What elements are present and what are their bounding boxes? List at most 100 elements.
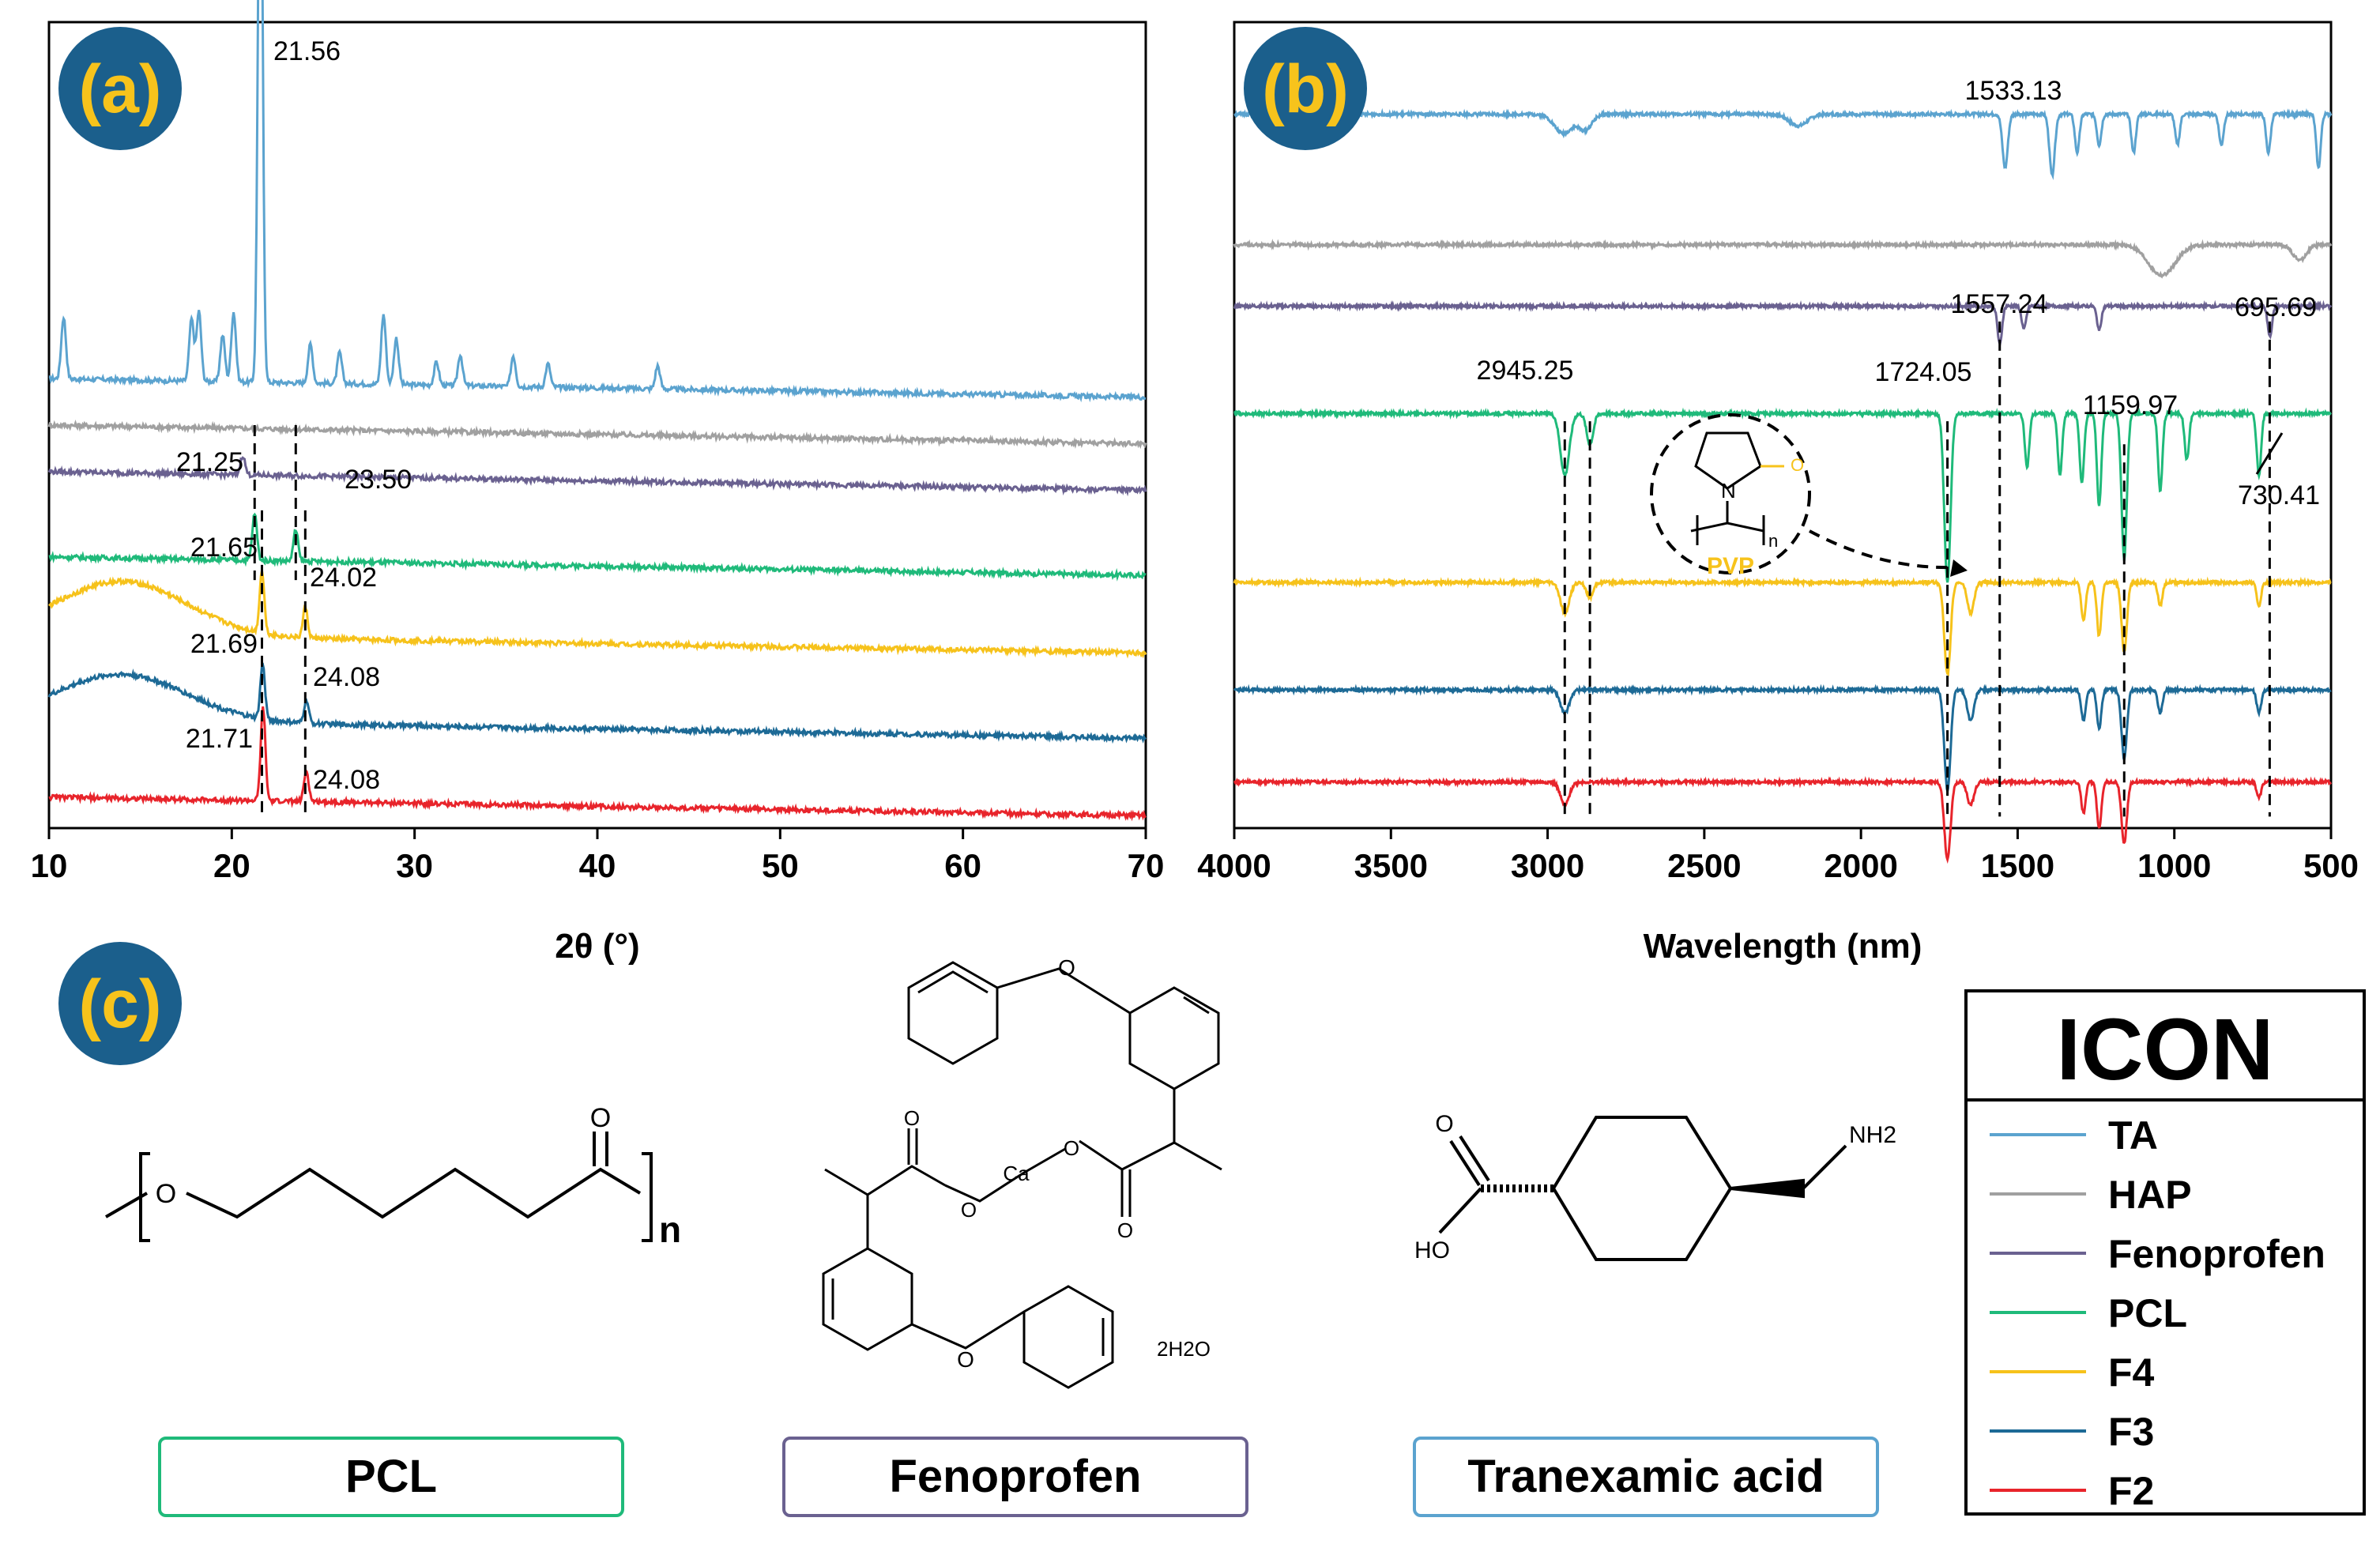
legend-label-hap: HAP [2108,1173,2192,1217]
feno-ring-top-right [1128,986,1220,1090]
xrd-peak-label: 21.69 [190,629,258,659]
ftir-x-tick-label: 500 [2303,847,2359,884]
panel-b-annotations: 1533.13 1557.24 695.69 2945.25 1724.05 1159.9… [1477,76,2320,510]
feno-ring-top-left-inner [917,970,989,994]
fenoprofen-label-box [782,1437,1248,1517]
pvp-inset: O N n PVP [1650,413,1968,579]
panel-c-badge-circle [58,942,182,1065]
panel-a-dashed-guides [253,425,307,813]
panel-b-x-ticks: 4000 3500 3000 2500 2000 1500 1000 500 [1197,828,2359,884]
pvp-backbone [1690,522,1764,533]
feno-o-est2: O [1064,1136,1079,1160]
xrd-series-f4 [48,570,1147,659]
ftir-series-f2 [1233,776,2333,864]
feno-ring-top-left [907,961,999,1065]
pvp-label: PVP [1707,553,1754,579]
legend-label-f4: F4 [2108,1350,2155,1395]
xrd-x-tick-label: 40 [579,847,616,884]
ftir-x-tick-label: 1000 [2137,847,2211,884]
pcl-structure [105,1132,653,1242]
feno-ca: Ca [1003,1162,1030,1185]
feno-o-top: O [1058,955,1075,980]
legend-frame [1964,989,2366,1516]
xrd-peak-label: 21.71 [186,724,253,754]
ftir-band-label: 695.69 [2235,292,2317,322]
feno-o-est1: O [961,1198,977,1222]
xrd-x-tick-label: 50 [762,847,799,884]
ftir-x-tick-label: 3000 [1511,847,1584,884]
panel-c-badge: (c) [58,942,182,1065]
pcl-left-bracket [139,1152,150,1242]
xrd-peak-label: 21.65 [190,533,258,563]
txa-co-1 [1449,1139,1481,1187]
panel-c-badge-text: (c) [78,966,161,1042]
ftir-series-fenoprofen [1233,299,2333,346]
pcl-repeat-n: n [659,1209,681,1250]
txa-co-2 [1459,1135,1490,1182]
fenoprofen-label: Fenoprofen [890,1451,1142,1502]
feno-ring-bottom-left [822,1247,913,1351]
xrd-peak-label: 23.50 [345,465,412,495]
xrd-series-pcl [48,512,1147,582]
ftir-band-label: 1159.97 [2083,390,2178,420]
txa-ring [1551,1116,1733,1261]
pcl-right-bracket [642,1152,653,1242]
pvp-arrow-head [1950,559,1968,577]
panel-b-plot-frame [1233,21,2333,830]
feno-o-carb1: O [904,1106,920,1130]
xrd-x-tick-label: 70 [1128,847,1165,884]
ftir-series-f4 [1233,576,2332,677]
xrd-peak-label: 21.56 [273,36,341,66]
pcl-o1: O [156,1179,176,1209]
feno-o-bottom: O [957,1347,974,1372]
feno-ca-bonds [944,1147,1066,1203]
ftir-x-tick-label: 2000 [1824,847,1897,884]
legend-label-pcl: PCL [2108,1291,2187,1335]
ftir-series-f3 [1233,684,2332,792]
xrd-series-hap [47,420,1147,450]
panel-a-badge-circle [58,27,182,150]
legend-label-f2: F2 [2108,1469,2154,1513]
txa-ch2-n [1802,1144,1847,1190]
ftir-band-label: 2945.25 [1477,356,1574,386]
panel-b-ftir-chart: 4000 3500 3000 2500 2000 1500 1000 500 1533.131… [1197,21,2359,966]
pvp-ring [1694,431,1762,490]
xrd-peak-label: 24.08 [313,765,380,795]
ftir-series-pcl [1233,407,2332,583]
legend-items: TA HAP Fenoprofen PCL F4 F3 F2 [1990,1113,2325,1513]
legend-label-ta: TA [2108,1113,2158,1158]
txa-coh [1438,1187,1482,1234]
panel-b-dashed-guides [1563,321,2271,817]
xrd-series-f3 [47,662,1147,744]
panel-a-x-ticks: 10 20 30 40 50 60 70 [31,828,1165,884]
ftir-series-ta [1233,107,2333,180]
pcl-o2: O [590,1103,611,1133]
feno-ether-top [996,967,1131,1015]
txa-ho: HO [1414,1237,1450,1263]
panel-b-x-axis-label: Wavelength (nm) [1644,927,1922,966]
txa-nh2: NH2 [1849,1122,1896,1148]
feno-right-chain [1173,1089,1222,1171]
xrd-x-tick-label: 10 [31,847,68,884]
txa-wedge-bond [1730,1178,1805,1199]
panel-b-badge-circle [1244,27,1367,150]
pvp-repeat-n: n [1768,531,1778,551]
feno-ring-bottom-right [1022,1285,1114,1389]
pvp-nitrogen: N [1721,479,1736,503]
ftir-label-leader [2255,432,2284,475]
fenoprofen-structure [822,961,1222,1389]
panel-a-series-group [47,0,1147,822]
pcl-label: PCL [345,1451,437,1502]
xrd-series-ta [48,0,1147,403]
pvp-arrow [1809,529,1953,570]
feno-o-carb2: O [1117,1218,1133,1242]
xrd-peak-label: 21.25 [176,447,243,477]
ftir-band-label: 730.41 [2238,480,2320,510]
xrd-peak-label: 24.02 [310,563,377,593]
ftir-band-label: 1724.05 [1875,357,1972,387]
pcl-label-box [158,1437,624,1517]
ftir-x-tick-label: 4000 [1197,847,1271,884]
panel-a-xrd-chart: 10 20 30 40 50 60 70 21.56 21.25 23.50 21.65 24.02… [31,0,1165,966]
txa-o: O [1435,1111,1453,1137]
